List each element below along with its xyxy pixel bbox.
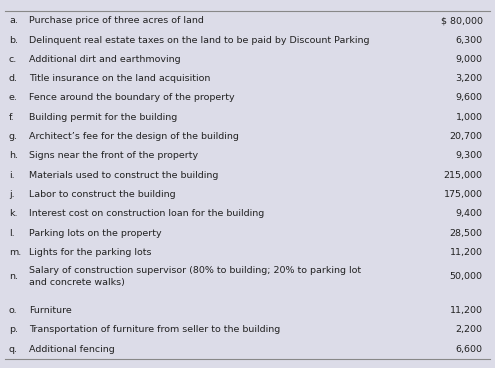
Text: 9,000: 9,000 xyxy=(455,55,483,64)
Text: d.: d. xyxy=(9,74,18,83)
Text: p.: p. xyxy=(9,325,18,334)
Text: Interest cost on construction loan for the building: Interest cost on construction loan for t… xyxy=(29,209,264,218)
Text: j.: j. xyxy=(9,190,14,199)
Text: 6,300: 6,300 xyxy=(455,36,483,45)
Text: b.: b. xyxy=(9,36,18,45)
Text: 175,000: 175,000 xyxy=(444,190,483,199)
Text: Delinquent real estate taxes on the land to be paid by Discount Parking: Delinquent real estate taxes on the land… xyxy=(29,36,369,45)
Text: 9,400: 9,400 xyxy=(455,209,483,218)
Text: Parking lots on the property: Parking lots on the property xyxy=(29,229,161,238)
Text: 9,600: 9,600 xyxy=(455,93,483,102)
Text: Furniture: Furniture xyxy=(29,306,71,315)
Text: 2,200: 2,200 xyxy=(455,325,483,334)
Text: c.: c. xyxy=(9,55,17,64)
Text: Transportation of furniture from seller to the building: Transportation of furniture from seller … xyxy=(29,325,280,334)
Text: 11,200: 11,200 xyxy=(449,248,483,257)
Text: i.: i. xyxy=(9,171,14,180)
Text: 20,700: 20,700 xyxy=(449,132,483,141)
Text: 9,300: 9,300 xyxy=(455,152,483,160)
Text: l.: l. xyxy=(9,229,14,238)
Text: g.: g. xyxy=(9,132,18,141)
Text: 3,200: 3,200 xyxy=(455,74,483,83)
Text: m.: m. xyxy=(9,248,21,257)
Text: 11,200: 11,200 xyxy=(449,306,483,315)
Text: Lights for the parking lots: Lights for the parking lots xyxy=(29,248,151,257)
Text: o.: o. xyxy=(9,306,17,315)
Text: n.: n. xyxy=(9,272,18,282)
Text: Building permit for the building: Building permit for the building xyxy=(29,113,177,122)
Text: Architect’s fee for the design of the building: Architect’s fee for the design of the bu… xyxy=(29,132,239,141)
Text: Salary of construction supervisor (80% to building; 20% to parking lot
and concr: Salary of construction supervisor (80% t… xyxy=(29,266,361,287)
Text: Additional dirt and earthmoving: Additional dirt and earthmoving xyxy=(29,55,180,64)
Text: Signs near the front of the property: Signs near the front of the property xyxy=(29,152,198,160)
Text: Purchase price of three acres of land: Purchase price of three acres of land xyxy=(29,16,203,25)
Text: 50,000: 50,000 xyxy=(449,272,483,282)
Text: f.: f. xyxy=(9,113,14,122)
Text: Materials used to construct the building: Materials used to construct the building xyxy=(29,171,218,180)
Text: Fence around the boundary of the property: Fence around the boundary of the propert… xyxy=(29,93,234,102)
Text: q.: q. xyxy=(9,345,18,354)
Text: 215,000: 215,000 xyxy=(444,171,483,180)
Text: Labor to construct the building: Labor to construct the building xyxy=(29,190,175,199)
Text: 1,000: 1,000 xyxy=(455,113,483,122)
Text: e.: e. xyxy=(9,93,18,102)
Text: h.: h. xyxy=(9,152,18,160)
Text: Additional fencing: Additional fencing xyxy=(29,345,114,354)
Text: 28,500: 28,500 xyxy=(449,229,483,238)
Text: a.: a. xyxy=(9,16,18,25)
Text: 6,600: 6,600 xyxy=(455,345,483,354)
Text: k.: k. xyxy=(9,209,17,218)
Text: Title insurance on the land acquisition: Title insurance on the land acquisition xyxy=(29,74,210,83)
Text: $ 80,000: $ 80,000 xyxy=(441,16,483,25)
